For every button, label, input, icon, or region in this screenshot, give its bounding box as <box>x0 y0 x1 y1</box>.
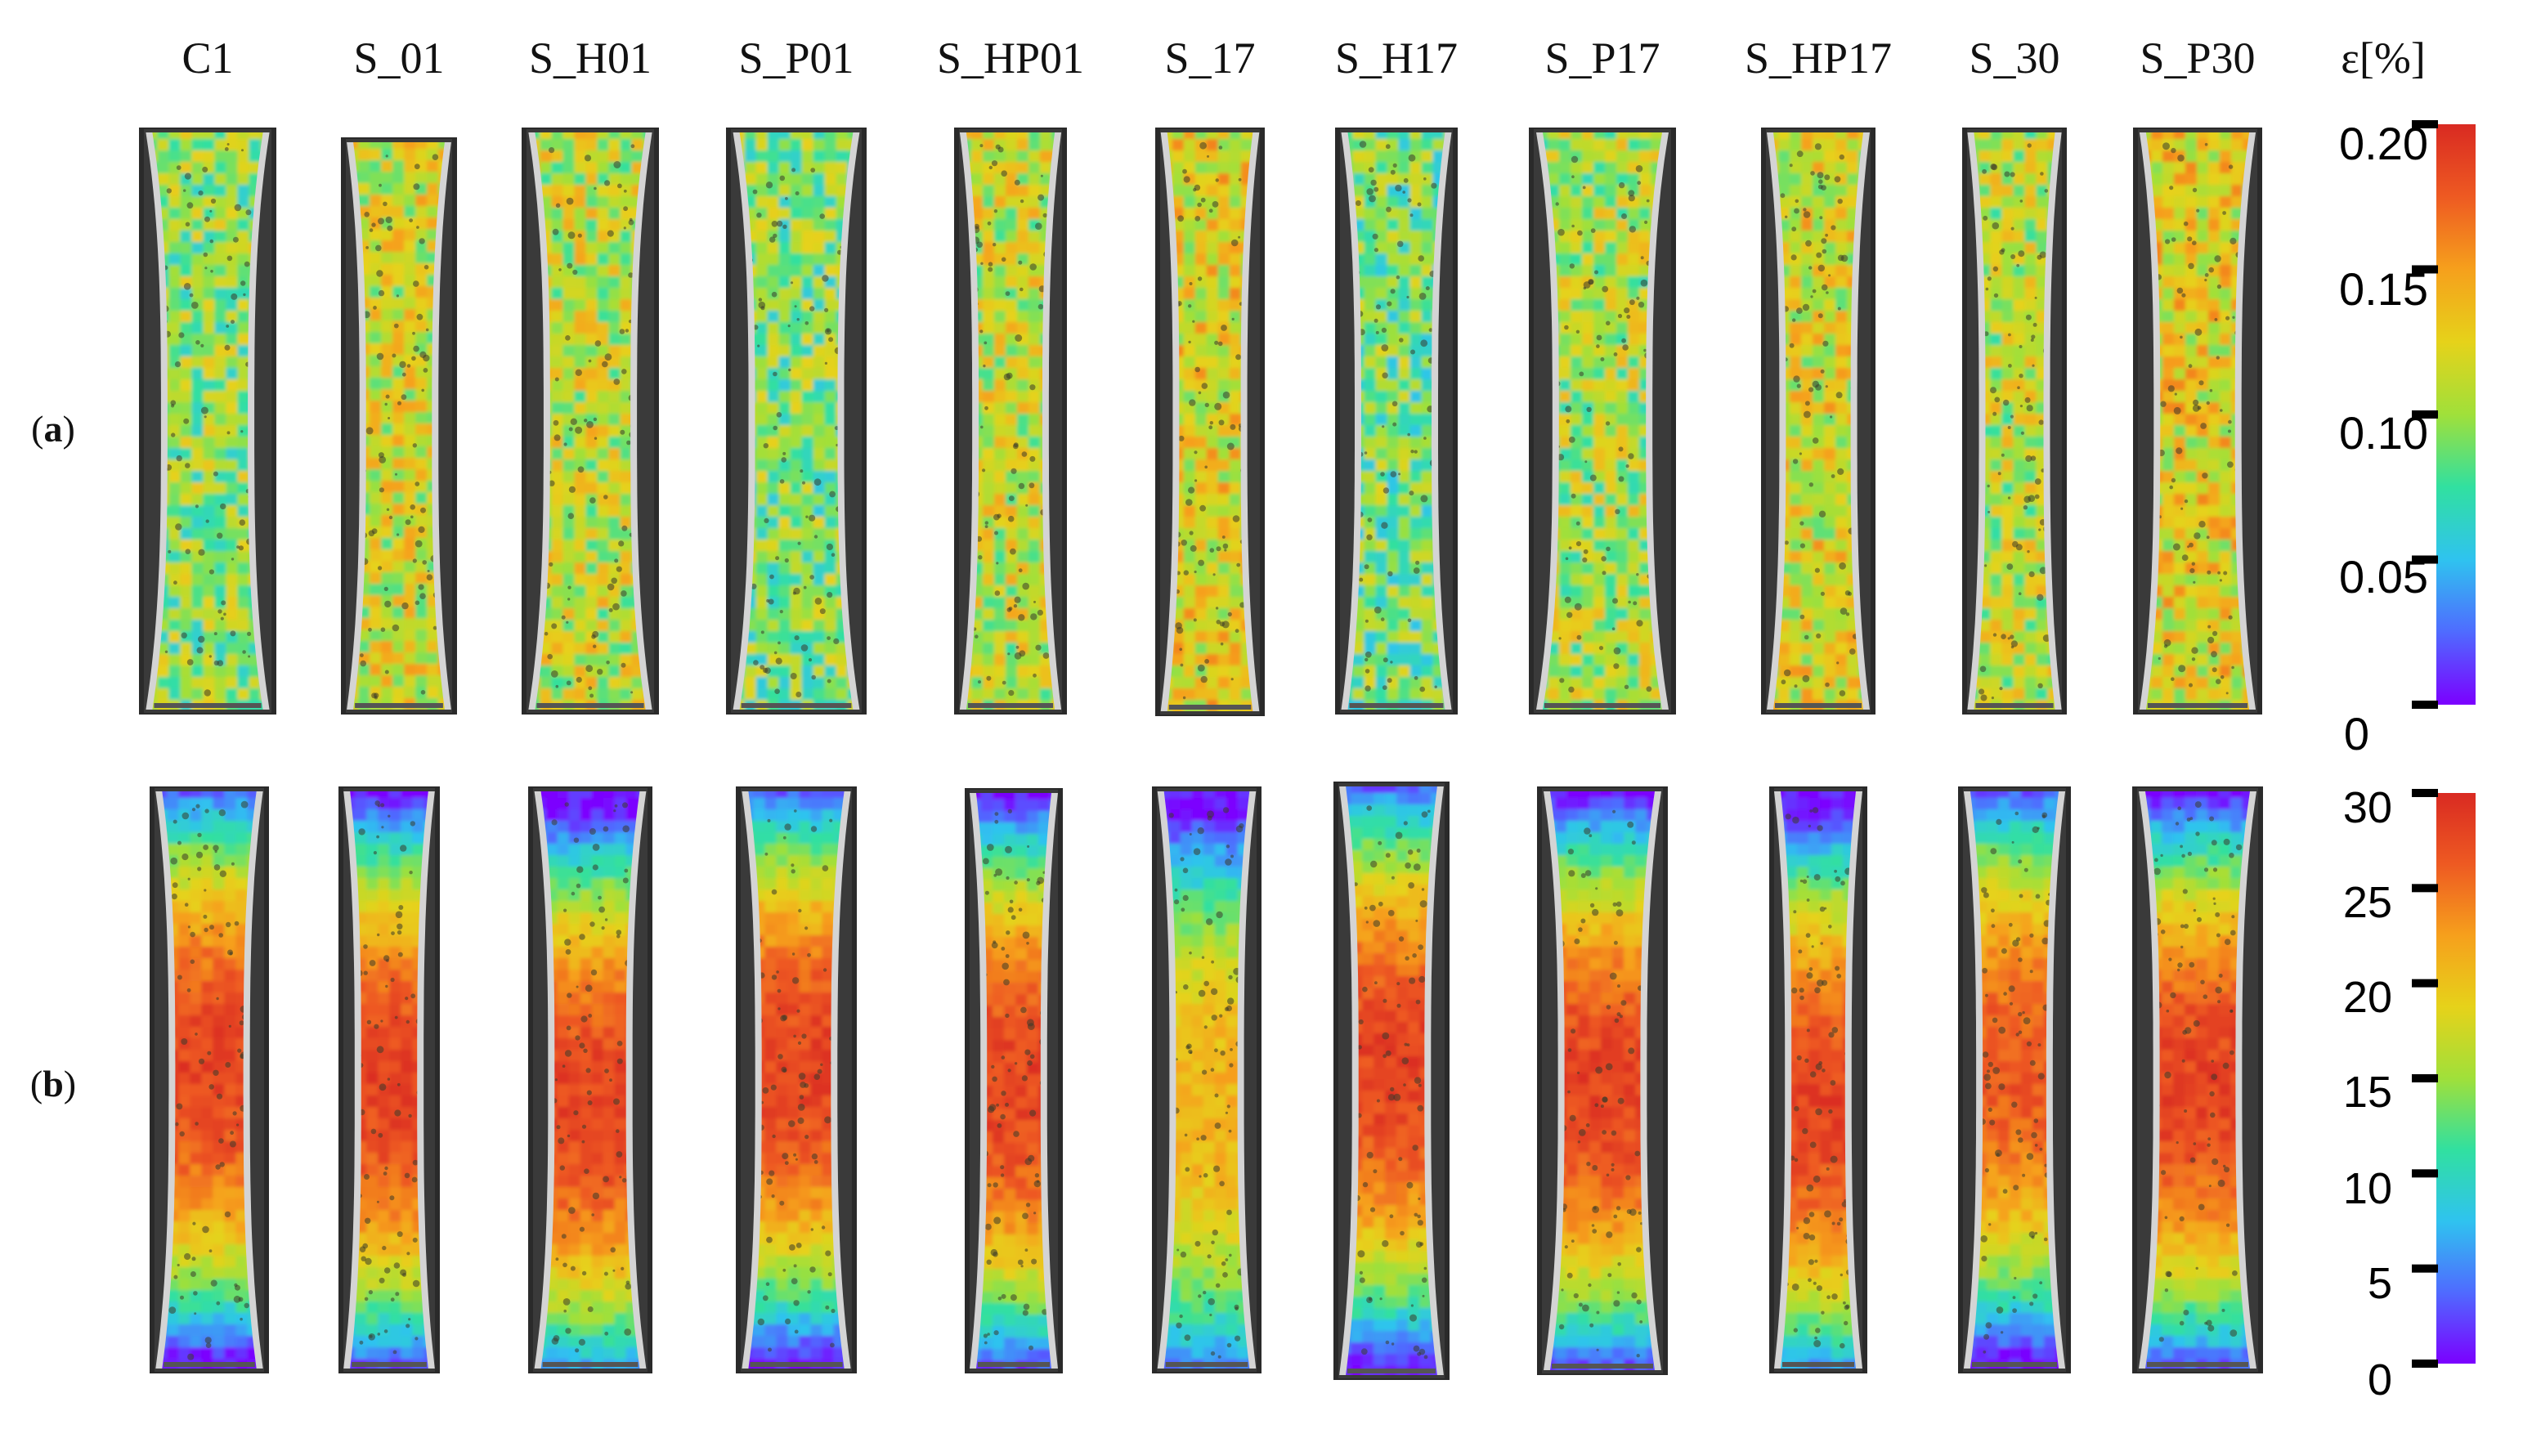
colorbar-b-tick-label: 5 <box>2367 1259 2392 1308</box>
specimen-image <box>338 786 440 1373</box>
row-label-b: (b) <box>29 1063 77 1104</box>
column-label-s-p17: S_P17 <box>1544 34 1660 83</box>
colorbar-a-tick-label: 0 <box>2343 708 2369 759</box>
specimen-image <box>1962 128 2067 715</box>
colorbar-b-tick <box>2412 1169 2438 1178</box>
specimen-image <box>341 137 457 715</box>
column-label-s-h17: S_H17 <box>1334 34 1459 83</box>
colorbar-b-tick <box>2412 884 2438 893</box>
specimen-image <box>2132 786 2263 1373</box>
colorbar-b-tick-label: 10 <box>2342 1164 2392 1213</box>
specimen-image <box>1529 128 1676 715</box>
specimen-image <box>965 788 1063 1373</box>
colorbar-b-tick-label: 0 <box>2367 1355 2392 1404</box>
specimen-image <box>150 786 269 1373</box>
colorbar-b-tick-label: 25 <box>2342 878 2392 927</box>
specimen-image <box>1769 786 1867 1373</box>
specimen-image <box>1537 786 1668 1375</box>
specimen-image <box>1155 128 1265 716</box>
colorbar-a-tick <box>2412 701 2438 709</box>
colorbar-a-tick <box>2412 410 2438 419</box>
specimen-image <box>954 128 1067 715</box>
column-label-s-30: S_30 <box>1969 34 2060 83</box>
colorbar-b-tick <box>2412 979 2438 988</box>
specimen-image <box>139 128 276 715</box>
colorbar-b-tick-label: 20 <box>2342 973 2392 1022</box>
specimen-image <box>2133 128 2262 715</box>
column-label-s-hp01: S_HP01 <box>936 34 1085 83</box>
colorbar-b-tick <box>2412 1360 2438 1368</box>
row-label-a: (a) <box>31 408 75 450</box>
colorbar-title: ε[%] <box>2341 34 2426 83</box>
column-label-s-hp17: S_HP17 <box>1744 34 1893 83</box>
colorbar-b-tick <box>2412 789 2438 797</box>
column-label-s-01: S_01 <box>353 34 445 83</box>
colorbar-b-tick <box>2412 1264 2438 1273</box>
specimen-image <box>1335 128 1458 715</box>
specimen-image <box>1958 786 2071 1373</box>
colorbar-a-tick <box>2412 120 2438 128</box>
colorbar-b <box>2412 789 2476 1368</box>
specimen-image <box>736 786 857 1373</box>
column-label-s-17: S_17 <box>1164 34 1256 83</box>
column-label-s-p01: S_P01 <box>738 34 854 83</box>
colorbar-b-tick-label: 15 <box>2342 1068 2392 1117</box>
specimen-image <box>1152 786 1262 1373</box>
specimen-image <box>726 128 867 715</box>
specimen-image <box>1761 128 1875 715</box>
colorbar-a-tick <box>2412 265 2438 274</box>
column-label-s-p30: S_P30 <box>2140 34 2256 83</box>
colorbar-a <box>2412 120 2476 709</box>
specimen-image <box>522 128 659 715</box>
colorbar-b-tick <box>2412 1074 2438 1082</box>
colorbar-a-tick <box>2412 555 2438 564</box>
column-label-s-h01: S_H01 <box>528 34 652 83</box>
specimen-image <box>1333 782 1450 1380</box>
colorbar-b-tick-label: 30 <box>2342 783 2392 832</box>
specimen-image <box>528 786 652 1373</box>
column-label-c1: C1 <box>181 34 234 83</box>
